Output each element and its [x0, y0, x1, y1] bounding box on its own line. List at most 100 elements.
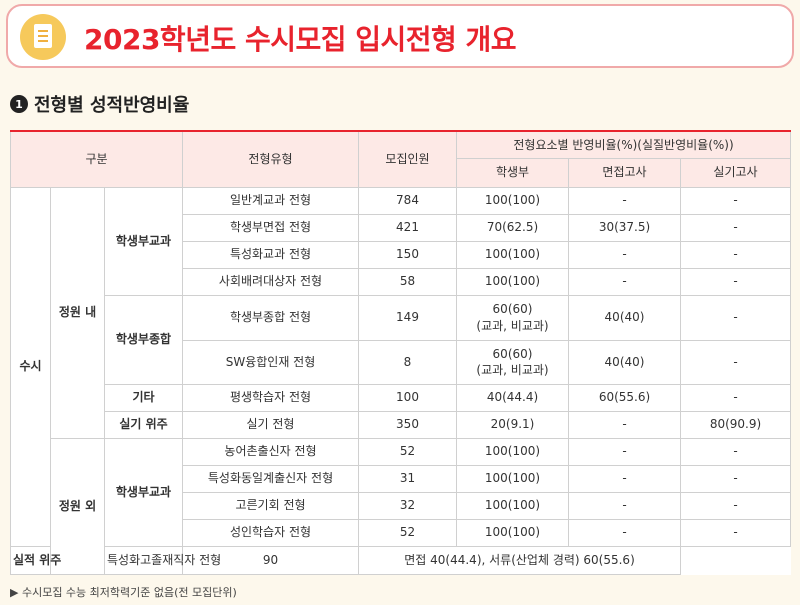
cell-practical: -: [679, 383, 792, 412]
cell-practical: -: [679, 267, 792, 296]
cell-practical: -: [679, 186, 792, 215]
cell-quota: 32: [358, 491, 457, 520]
table-row: 실기 위주 실기 전형 350 20(9.1) - 80(90.9): [11, 410, 792, 439]
cell-record: 20(9.1): [456, 410, 569, 439]
cell-merged-ratio: 면접 40(44.4), 서류(산업체 경력) 60(55.6): [358, 545, 681, 575]
cell-record: 100(100): [456, 464, 569, 493]
group-label-main: 수시: [10, 186, 51, 547]
cell-type: 농어촌출신자 전형: [182, 437, 359, 466]
header-ratio: 전형요소별 반영비율(%)(실질반영비율(%)): [455, 130, 792, 159]
admission-ratio-table: 구분 전형유형 모집인원 전형요소별 반영비율(%)(실질반영비율(%)) 학생…: [10, 130, 792, 575]
header-type: 전형유형: [182, 130, 359, 188]
cell-practical: -: [679, 240, 792, 269]
table-row: 학생부면접 전형 421 70(62.5) 30(37.5) -: [11, 213, 792, 242]
cell-interview: -: [568, 437, 681, 466]
cell-record: 100(100): [456, 186, 569, 215]
cell-record: 100(100): [456, 240, 569, 269]
cell-quota: 100: [358, 383, 457, 412]
record-note: (교과, 비교과): [476, 318, 549, 333]
cell-type: 성인학습자 전형: [182, 518, 359, 547]
subgroup-label: 실적 위주: [10, 545, 61, 575]
cell-quota: 52: [358, 518, 457, 547]
document-icon: [20, 14, 66, 60]
cell-type: 일반계교과 전형: [182, 186, 359, 215]
cell-interview: 30(37.5): [568, 213, 681, 242]
cell-practical: -: [679, 213, 792, 242]
cell-quota: 90: [182, 545, 359, 575]
cell-quota: 8: [358, 339, 457, 385]
title-banner: 2023학년도 수시모집 입시전형 개요: [6, 4, 794, 68]
subgroup-label: 기타: [104, 383, 183, 412]
group-label-inside: 정원 내: [50, 186, 105, 439]
cell-type: 평생학습자 전형: [182, 383, 359, 412]
header-interview: 면접고사: [568, 157, 681, 188]
cell-interview: -: [568, 491, 681, 520]
group-label-outside: 정원 외: [50, 437, 105, 575]
cell-type: 특성화교과 전형: [182, 240, 359, 269]
table-row: 특성화교과 전형 150 100(100) - -: [11, 240, 792, 269]
cell-type: SW융합인재 전형: [182, 339, 359, 385]
table-row: 수시 정원 내 학생부교과 일반계교과 전형 784 100(100) - -: [10, 186, 792, 547]
cell-record: 40(44.4): [456, 383, 569, 412]
cell-interview: -: [568, 267, 681, 296]
cell-quota: 150: [358, 240, 457, 269]
cell-quota: 149: [358, 294, 457, 341]
cell-type: 실기 전형: [182, 410, 359, 439]
cell-type: 학생부종합 전형: [182, 294, 359, 341]
table-row: 성인학습자 전형 52 100(100) - -: [11, 518, 792, 547]
cell-record: 100(100): [456, 491, 569, 520]
cell-quota: 784: [358, 186, 457, 215]
cell-interview: -: [568, 518, 681, 547]
cell-interview: -: [568, 410, 681, 439]
cell-type: 특성화동일계출신자 전형: [182, 464, 359, 493]
cell-interview: -: [568, 240, 681, 269]
footnote: ▶ 수시모집 수능 최저학력기준 없음(전 모집단위): [10, 586, 237, 599]
cell-quota: 58: [358, 267, 457, 296]
cell-practical: 80(90.9): [679, 410, 792, 439]
section-title: 전형별 성적반영비율: [34, 95, 190, 116]
cell-type: 특성화고졸재직자 전형: [104, 545, 221, 575]
cell-practical: -: [679, 339, 792, 385]
cell-quota: 421: [358, 213, 457, 242]
cell-type: 학생부면접 전형: [182, 213, 359, 242]
table-row: 사회배려대상자 전형 58 100(100) - -: [11, 267, 792, 296]
cell-record: 100(100): [456, 267, 569, 296]
cell-record: 100(100): [456, 518, 569, 547]
cell-practical: -: [679, 518, 792, 547]
header-record: 학생부: [456, 157, 569, 188]
cell-practical: -: [679, 294, 792, 341]
subgroup-label: 학생부교과: [104, 437, 183, 547]
cell-record: 70(62.5): [456, 213, 569, 242]
cell-record: 60(60) (교과, 비교과): [456, 339, 569, 385]
cell-interview: -: [568, 464, 681, 493]
cell-record: 100(100): [456, 437, 569, 466]
table-row: 실적 위주 특성화고졸재직자 전형 90 면접 40(44.4), 서류(산업체…: [10, 545, 791, 575]
table-row: 학생부종합 학생부종합 전형 149 60(60) (교과, 비교과) 40(4…: [11, 294, 792, 385]
subgroup-label: 실기 위주: [104, 410, 183, 439]
subgroup-label: 학생부교과: [104, 186, 183, 296]
cell-interview: 40(40): [568, 294, 681, 341]
cell-type: 고른기회 전형: [182, 491, 359, 520]
cell-interview: 40(40): [568, 339, 681, 385]
header-category: 구분: [10, 130, 183, 188]
cell-type: 사회배려대상자 전형: [182, 267, 359, 296]
record-value: 60(60): [492, 302, 533, 317]
table-row: 기타 평생학습자 전형 100 40(44.4) 60(55.6) -: [11, 383, 792, 412]
cell-practical: -: [679, 437, 792, 466]
cell-interview: -: [568, 186, 681, 215]
header-practical: 실기고사: [679, 157, 792, 188]
cell-interview: 60(55.6): [568, 383, 681, 412]
cell-practical: -: [679, 464, 792, 493]
cell-quota: 31: [358, 464, 457, 493]
cell-record: 60(60) (교과, 비교과): [456, 294, 569, 341]
section-number-badge: 1: [10, 95, 28, 113]
record-note: (교과, 비교과): [476, 363, 549, 377]
section-heading: 1 전형별 성적반영비율: [10, 92, 189, 116]
cell-quota: 52: [358, 437, 457, 466]
subgroup-label: 학생부종합: [104, 294, 183, 385]
record-value: 60(60): [492, 346, 533, 361]
header-quota: 모집인원: [358, 130, 457, 188]
table-row: 정원 외 학생부교과 농어촌출신자 전형 52 100(100) - -: [11, 437, 792, 575]
table-row: 특성화동일계출신자 전형 31 100(100) - -: [11, 464, 792, 493]
cell-practical: -: [679, 491, 792, 520]
